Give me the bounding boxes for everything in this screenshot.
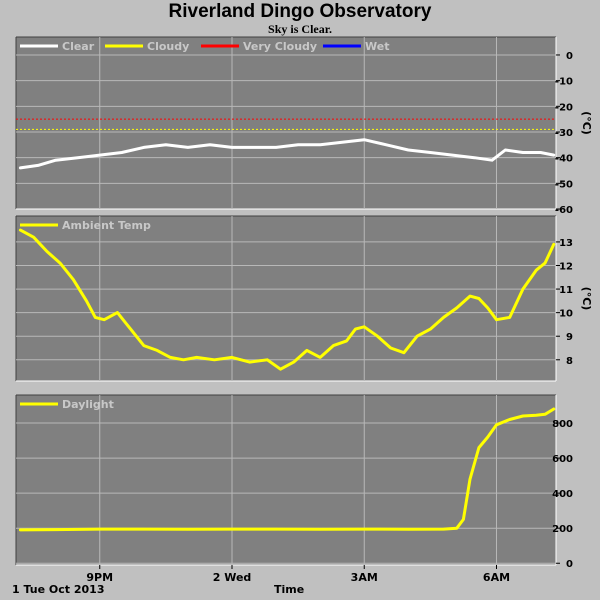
legend-label-clear: Clear bbox=[62, 40, 95, 53]
date-label: 1 Tue Oct 2013 bbox=[12, 583, 105, 596]
legend-label-daylight: Daylight bbox=[62, 398, 114, 411]
sky-status-subtitle: Sky is Clear. bbox=[268, 22, 332, 36]
legend-label-cloudy: Cloudy bbox=[147, 40, 189, 53]
x-tick-6am-label: 6AM bbox=[483, 571, 510, 584]
daylight-panel: 0 200 400 600 800 Daylight 9PM 2 Wed 3AM 6AM bbox=[15, 394, 573, 584]
x-tick-9pm-label: 9PM bbox=[86, 571, 113, 584]
x-tick-3am-label: 3AM bbox=[351, 571, 378, 584]
sky-y-tick-label: -20 bbox=[555, 102, 573, 113]
legend-label-ambient-temp: Ambient Temp bbox=[62, 219, 151, 232]
daylight-y-tick-label: 800 bbox=[552, 419, 573, 430]
daylight-y-tick-label: 400 bbox=[552, 489, 573, 500]
sky-temperature-panel: 0 -10 -20 -30 -40 -50 -60 (°C) Clear Cloudy Very C… bbox=[15, 36, 593, 216]
ambient-y-tick-label: 12 bbox=[559, 262, 573, 273]
sky-y-tick-label: -50 bbox=[555, 179, 573, 190]
x-axis-title: Time bbox=[274, 583, 305, 596]
ambient-temperature-panel: 8 9 10 11 12 13 (°C) Ambient Temp bbox=[15, 215, 593, 382]
sky-y-tick-label: -30 bbox=[555, 128, 573, 139]
page-title: Riverland Dingo Observatory bbox=[168, 1, 432, 22]
legend-label-wet: Wet bbox=[365, 40, 389, 53]
ambient-y-tick-label: 9 bbox=[566, 332, 573, 343]
sky-y-tick-label: -40 bbox=[555, 154, 573, 165]
daylight-y-tick-label: 600 bbox=[552, 454, 573, 465]
ambient-y-tick-label: 11 bbox=[559, 285, 573, 296]
sky-series-clear bbox=[18, 138, 556, 170]
sky-plot-area bbox=[16, 37, 556, 209]
ambient-y-tick-label: 8 bbox=[566, 356, 573, 367]
sky-y-axis-label: (°C) bbox=[580, 111, 593, 135]
sky-y-tick-label: -60 bbox=[555, 205, 573, 216]
ambient-y-tick-label: 10 bbox=[559, 309, 573, 320]
daylight-y-tick-label: 200 bbox=[552, 524, 573, 535]
sky-y-tick-label: 0 bbox=[566, 51, 573, 62]
ambient-series-ambient-temp bbox=[18, 228, 556, 371]
daylight-series-daylight bbox=[18, 407, 556, 532]
sky-y-tick-label: -10 bbox=[555, 77, 573, 88]
x-tick-2-wed-label: 2 Wed bbox=[213, 571, 252, 584]
daylight-y-tick-label: 0 bbox=[566, 559, 573, 570]
ambient-y-tick-label: 13 bbox=[559, 238, 573, 249]
ambient-y-axis-label: (°C) bbox=[580, 287, 593, 311]
legend-label-very-cloudy: Very Cloudy bbox=[243, 40, 317, 53]
daylight-plot-area bbox=[16, 395, 556, 565]
